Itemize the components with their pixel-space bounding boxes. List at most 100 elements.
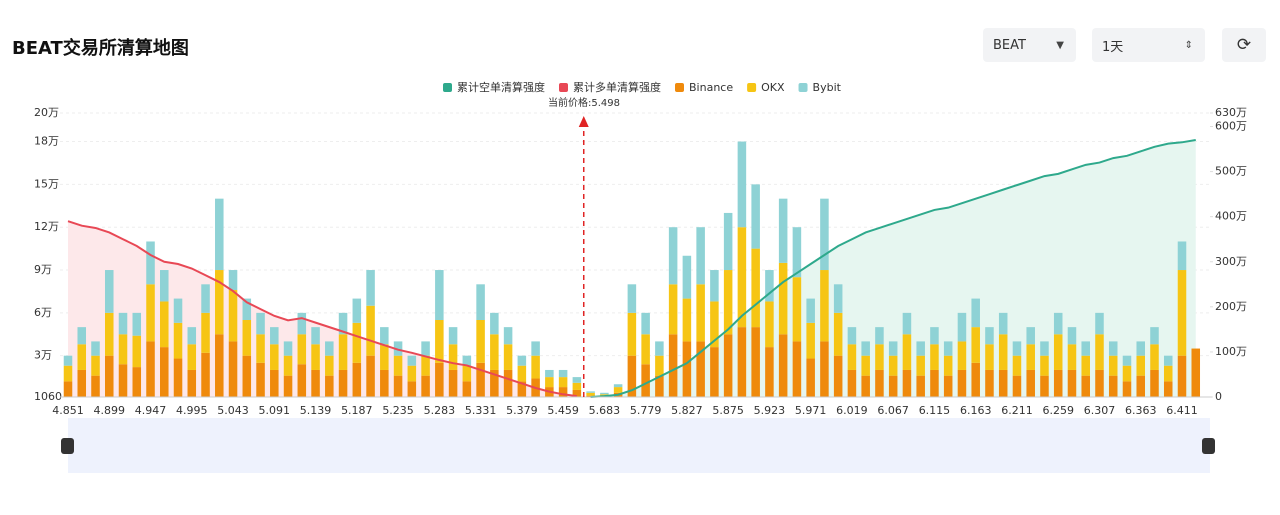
- bar-segment: [146, 341, 155, 397]
- bar-segment: [572, 382, 582, 390]
- bar-segment: [545, 369, 554, 378]
- bar-segment: [558, 377, 568, 388]
- bar-segment: [1012, 355, 1022, 376]
- bar-segment: [1040, 375, 1049, 397]
- bar-segment: [847, 369, 857, 397]
- bar-segment: [696, 284, 705, 342]
- bar-segment: [187, 369, 197, 397]
- bar-segment: [490, 369, 499, 397]
- bar-segment: [792, 341, 802, 397]
- y-tick-label: 12万: [34, 220, 59, 233]
- bar-segment: [104, 270, 114, 313]
- bar-segment: [847, 344, 857, 370]
- bar-segment: [297, 364, 307, 397]
- bar-segment: [820, 270, 829, 342]
- bar-segment: [682, 255, 692, 299]
- bar-segment: [1108, 341, 1118, 356]
- current-price-label: 当前价格:5.498: [548, 96, 620, 109]
- bar-segment: [613, 387, 623, 393]
- period-select[interactable]: 1天 ⇕: [1092, 28, 1205, 62]
- bar-segment: [696, 227, 705, 285]
- bar-segment: [586, 391, 595, 393]
- refresh-button[interactable]: ⟳: [1222, 28, 1266, 62]
- bar-segment: [943, 355, 953, 376]
- bar-segment: [655, 375, 664, 397]
- bar-segment: [201, 352, 210, 397]
- bar-segment: [118, 334, 128, 365]
- bar-segment: [407, 355, 417, 366]
- bar-segment: [1177, 355, 1187, 397]
- bar-segment: [765, 270, 774, 302]
- x-tick-label: 6.067: [877, 404, 909, 417]
- bar-segment: [943, 341, 953, 356]
- x-tick-label: 4.851: [52, 404, 84, 417]
- bar-segment: [861, 341, 870, 356]
- bar-segment: [765, 347, 774, 397]
- bar-segment: [393, 375, 403, 397]
- bar-segment: [228, 270, 238, 291]
- legend-swatch: [798, 83, 808, 92]
- bar-segment: [1150, 327, 1159, 345]
- bar-segment: [861, 375, 870, 397]
- bar-segment: [751, 248, 760, 328]
- bar-segment: [971, 362, 980, 397]
- bar-segment: [971, 298, 980, 328]
- bar-segment: [160, 270, 169, 302]
- bar-segment: [572, 389, 582, 397]
- slider-handle: [61, 438, 74, 454]
- bar-segment: [380, 369, 389, 397]
- area-fill: [68, 221, 577, 397]
- bar-segment: [985, 369, 994, 397]
- bar-segment: [517, 365, 527, 382]
- cumulative-line: [590, 139, 1196, 398]
- bar-segment: [91, 375, 100, 397]
- x-tick-label: 6.259: [1042, 404, 1074, 417]
- bar-segment: [957, 312, 967, 342]
- bar-segment: [1163, 381, 1173, 397]
- bar-segment: [613, 384, 623, 388]
- bar-segment: [888, 375, 898, 397]
- bar-segment: [558, 369, 568, 378]
- bar-segment: [820, 341, 829, 397]
- legend: 累计空单清算强度 累计多单清算强度 Binance OKX Bybit: [443, 80, 842, 94]
- bar-segment: [1053, 334, 1063, 370]
- bar-segment: [998, 312, 1008, 335]
- bar-segment: [104, 312, 114, 356]
- bar-segment: [283, 341, 293, 356]
- cumulative-line: [67, 220, 577, 398]
- bar-segment: [173, 298, 183, 323]
- bar-segment: [448, 327, 458, 345]
- bar-segment: [723, 212, 733, 271]
- bar-segment: [627, 312, 637, 356]
- bar-segment: [1040, 355, 1049, 376]
- x-tick-label: 6.211: [1001, 404, 1033, 417]
- bar-segment: [531, 378, 540, 397]
- bar-segment: [1053, 369, 1063, 397]
- bar-segment: [91, 355, 100, 376]
- bar-segment: [613, 392, 623, 397]
- area-fill: [590, 140, 1196, 398]
- bar-segment: [104, 355, 114, 397]
- x-tick-label: 5.331: [465, 404, 497, 417]
- bar-segment: [806, 298, 815, 323]
- caret: ⇕: [1184, 39, 1193, 51]
- bar-segment: [916, 355, 925, 376]
- bar-segment: [875, 369, 884, 397]
- bar-segment: [1095, 312, 1104, 335]
- legend-label: Bybit: [813, 81, 842, 94]
- bar-segment: [338, 369, 348, 397]
- bar-segment: [435, 270, 444, 320]
- x-tick-label: 5.971: [795, 404, 827, 417]
- bar-segment: [173, 322, 183, 359]
- bar-segment: [641, 364, 650, 397]
- bar-segment: [820, 198, 829, 271]
- bar-segment: [778, 262, 788, 335]
- legend-label: OKX: [761, 81, 785, 94]
- bar-segment: [586, 392, 595, 396]
- bar-segment: [806, 322, 815, 359]
- bar-segment: [352, 362, 362, 397]
- bar-segment: [1191, 348, 1201, 397]
- bar-segment: [407, 365, 417, 382]
- symbol-select[interactable]: BEAT ▼: [983, 28, 1076, 62]
- bar-segment: [600, 395, 609, 397]
